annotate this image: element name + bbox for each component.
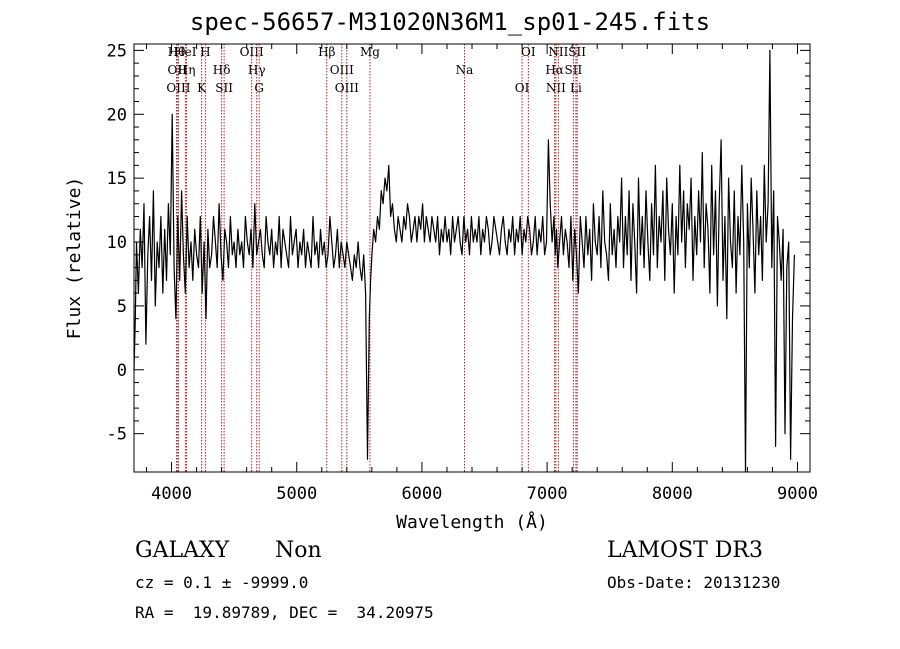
- line-marker-label: NII: [548, 45, 568, 59]
- y-tick-label: 10: [107, 233, 127, 253]
- line-marker-label: Na: [456, 63, 474, 77]
- line-marker-label: Hη: [178, 63, 196, 77]
- line-marker-label: OIII: [240, 45, 264, 59]
- line-marker-label: Hγ: [248, 63, 266, 77]
- line-marker-label: K: [197, 81, 207, 95]
- x-tick-label: 7000: [527, 484, 568, 504]
- y-tick-label: 0: [117, 361, 127, 381]
- x-tick-label: 5000: [276, 484, 317, 504]
- line-marker-label: OI: [521, 45, 536, 59]
- y-tick-label: 20: [107, 105, 127, 125]
- line-marker-label: Hα: [545, 63, 564, 77]
- object-class: GALAXY: [135, 538, 230, 563]
- y-tick-label: -5: [107, 425, 127, 445]
- ra-dec: RA = 19.89789, DEC = 34.20975: [135, 603, 434, 622]
- y-tick-label: 15: [107, 169, 127, 189]
- spectrum-line: [133, 49, 795, 473]
- survey-name: LAMOST DR3: [607, 538, 763, 563]
- x-axis-label: Wavelength (Å): [396, 511, 548, 533]
- line-marker-label: OIII: [335, 81, 359, 95]
- cz-value: cz = 0.1 ± -9999.0: [135, 573, 309, 592]
- chart-title: spec-56657-M31020N36M1_sp01-245.fits: [189, 8, 711, 36]
- line-marker-label: G: [254, 81, 264, 95]
- y-tick-label: 5: [117, 297, 127, 317]
- line-marker-label: Hδ: [213, 63, 231, 77]
- line-marker-label: Li: [570, 81, 582, 95]
- x-tick-label: 4000: [151, 484, 192, 504]
- y-tick-label: 25: [107, 41, 127, 61]
- x-tick-label: 8000: [652, 484, 693, 504]
- line-marker-label: Hθ: [168, 45, 186, 59]
- line-marker-label: HeI: [174, 45, 197, 59]
- line-marker-label: NII: [546, 81, 566, 95]
- x-tick-label: 6000: [401, 484, 442, 504]
- obs-date: Obs-Date: 20131230: [607, 573, 781, 592]
- line-marker-label: Hβ: [318, 45, 335, 59]
- line-marker-label: OIII: [330, 63, 354, 77]
- line-marker-label: OII: [168, 63, 188, 77]
- x-tick-label: 9000: [777, 484, 818, 504]
- line-marker-label: SII: [215, 81, 233, 95]
- object-subclass: Non: [275, 538, 322, 563]
- y-axis-label: Flux (relative): [64, 177, 85, 340]
- line-marker-label: SII: [568, 45, 586, 59]
- line-marker-label: SII: [565, 63, 583, 77]
- line-marker-label: OI: [515, 81, 530, 95]
- line-marker-label: Mg: [360, 45, 380, 59]
- line-marker-label: H: [200, 45, 210, 59]
- line-marker-label: OIII: [166, 81, 190, 95]
